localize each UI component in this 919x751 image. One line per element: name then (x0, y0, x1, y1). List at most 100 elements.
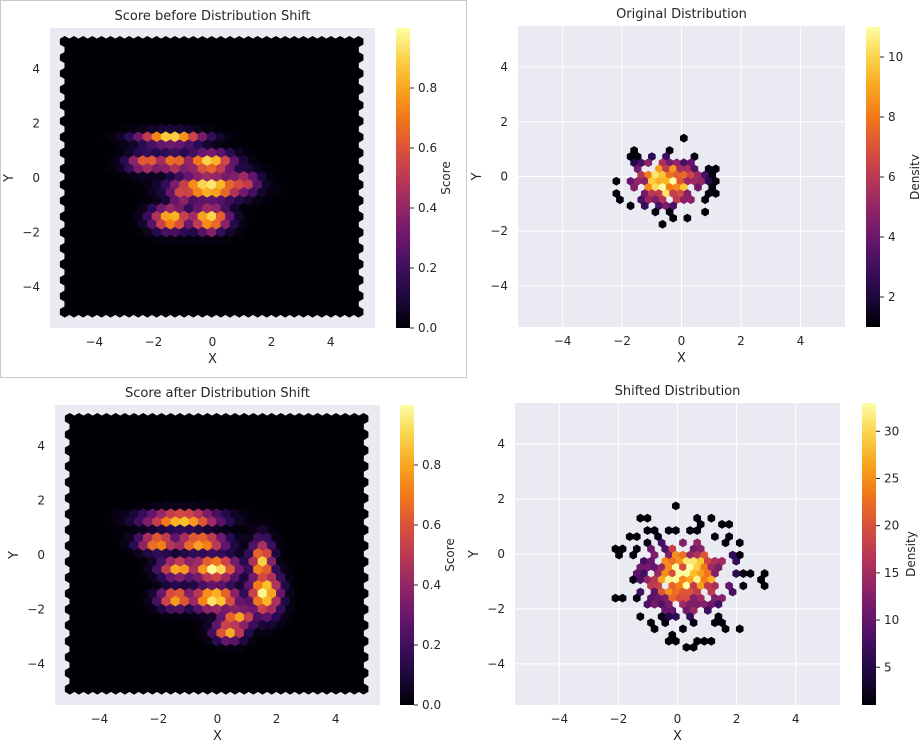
hexbin-cell (271, 274, 281, 286)
hexbin-cell (170, 436, 181, 449)
hexbin-cell (78, 643, 89, 655)
hexbin-cell (284, 59, 295, 72)
hexbin-cell (693, 526, 701, 535)
hexbin-cell (668, 593, 677, 603)
hexbin-cell (239, 540, 250, 552)
hexbin-cell (294, 540, 305, 552)
hexbin-cell (672, 550, 680, 560)
hexbin-cell (64, 107, 75, 119)
hexbin-cell (321, 107, 332, 119)
hexbin-cell (321, 250, 332, 262)
hexbin-cell (69, 643, 80, 655)
hexbin-cell (276, 587, 286, 600)
hexbin-cell (317, 420, 328, 433)
hexbin-cell (119, 234, 130, 247)
hexbin-cell (114, 147, 125, 159)
hexbin-cell (87, 226, 98, 239)
hexbin-cell (216, 452, 227, 465)
hexbin-cell (326, 226, 336, 239)
hexbin-cell (266, 635, 277, 647)
hexbin-cell (188, 99, 199, 111)
hexbin-cell (59, 163, 70, 175)
hexbin-cell (225, 548, 236, 560)
x-tick-label: 0 (209, 335, 217, 349)
hexbin-cell (64, 524, 75, 536)
hexbin-cell (266, 139, 277, 151)
hexbin-cell (225, 484, 236, 496)
hexbin-cell (206, 274, 217, 286)
hexbin-cell (261, 258, 272, 270)
hexbin-cell (640, 569, 648, 578)
hexbin-cell (147, 412, 158, 425)
hexbin-cell (170, 163, 180, 175)
hexbin-cell (170, 131, 180, 143)
hexbin-cell (78, 516, 89, 528)
hexbin-cell (151, 51, 162, 64)
hexbin-cell (675, 581, 684, 591)
hexbin-cell (317, 627, 328, 639)
hexbin-cell (266, 250, 277, 262)
hexbin-cell (220, 171, 231, 183)
hexbin-cell (664, 599, 673, 609)
hexbin-cell (298, 274, 309, 286)
hexbin-cell (170, 306, 180, 318)
hexbin-cell (220, 266, 231, 278)
hexbin-cell (142, 484, 153, 496)
hexbin-cell (147, 619, 158, 631)
hexbin-cell (151, 242, 162, 254)
hexbin-cell (271, 595, 282, 608)
hexbin-cell (257, 460, 268, 472)
hexbin-cell (156, 123, 167, 135)
hexbin-cell (138, 412, 149, 425)
hexbin-cell (243, 274, 254, 286)
hexbin-cell (257, 540, 268, 552)
hexbin-cell (188, 611, 199, 624)
hexbin-cell (335, 627, 346, 639)
hexbin-cell (161, 516, 172, 528)
hexbin-cell (211, 155, 222, 167)
hexbin-cell (202, 107, 212, 119)
hexbin-cell (216, 548, 227, 560)
hexbin-cell (115, 611, 126, 624)
hexbin-cell (119, 683, 130, 695)
hexbin-cell (225, 516, 236, 528)
hexbin-cell (74, 587, 84, 600)
hexbin-cell (147, 492, 158, 504)
hexbin-cell (276, 651, 286, 663)
hexbin-cell (285, 587, 295, 600)
hexbin-cell (239, 428, 250, 441)
hexbin-cell (239, 635, 250, 647)
hexbin-cell (229, 202, 240, 215)
hexbin-cell (289, 115, 300, 127)
hexbin-cell (147, 266, 157, 278)
hexbin-cell (128, 187, 139, 199)
hexbin-cell (83, 444, 94, 457)
hexbin-cell (248, 202, 258, 215)
hexbin-cell (197, 179, 208, 191)
hexbin-cell (211, 587, 222, 600)
hexbin-cell (202, 250, 212, 262)
hexbin-cell (64, 540, 75, 552)
hexbin-cell (202, 460, 213, 472)
hexbin-cell (188, 548, 199, 560)
hexbin-cell (664, 636, 673, 646)
hexbin-cell (142, 131, 153, 143)
hexbin-cell (69, 274, 79, 286)
hexbin-cell (340, 508, 351, 520)
hexbin-cell (115, 484, 126, 496)
hexbin-cell (87, 420, 98, 433)
hexbin-cell (701, 170, 709, 180)
hexbin-cell (165, 571, 176, 584)
hexbin-cell (243, 627, 254, 639)
hexbin-cell (321, 202, 332, 215)
hexbin-cell (129, 508, 139, 520)
hexbin-cell (349, 171, 359, 183)
hexbin-cell (243, 516, 254, 528)
x-tick-label: −4 (550, 712, 568, 726)
hexbin-cell (170, 579, 181, 592)
hexbin-cell (335, 226, 346, 239)
hexbin-cell (330, 266, 341, 278)
hexbin-cell (87, 163, 98, 175)
hexbin-cell (317, 452, 328, 465)
hexbin-cell (202, 619, 213, 631)
